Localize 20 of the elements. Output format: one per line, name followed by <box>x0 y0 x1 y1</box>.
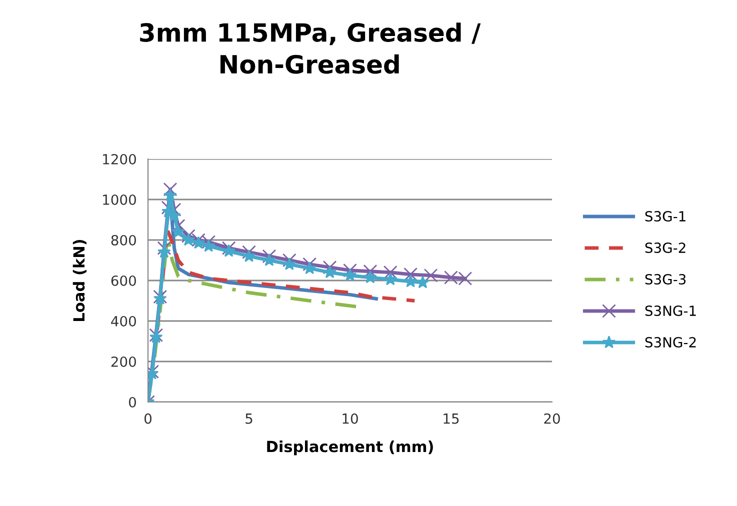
x-tick-label: 5 <box>246 414 252 424</box>
legend-label: S3NG-2 <box>645 337 696 348</box>
y-tick-label: 800 <box>111 234 136 246</box>
x-tick-label: 15 <box>444 414 459 424</box>
y-tick-label: 0 <box>128 396 136 408</box>
x-axis-title: Displacement (mm) <box>267 440 433 456</box>
y-tick-label: 1000 <box>103 194 136 205</box>
x-tick-label: 20 <box>544 413 560 424</box>
legend-label: S3G-2 <box>645 242 686 254</box>
legend-label: S3G-1 <box>645 211 686 222</box>
y-tick-label: 200 <box>111 356 136 367</box>
chart-title: 3mm 115MPa, Greased / Non-Greased <box>140 22 481 74</box>
y-tick-label: 400 <box>111 316 136 326</box>
y-tick-label: 600 <box>111 275 136 286</box>
x-tick-label: 10 <box>342 413 358 424</box>
x-tick-label: 0 <box>144 413 152 424</box>
y-tick-label: 1200 <box>103 154 136 164</box>
legend-label: S3NG-1 <box>645 306 696 316</box>
y-axis-title: Load (kN) <box>72 240 86 321</box>
legend-label: S3G-3 <box>645 274 686 285</box>
